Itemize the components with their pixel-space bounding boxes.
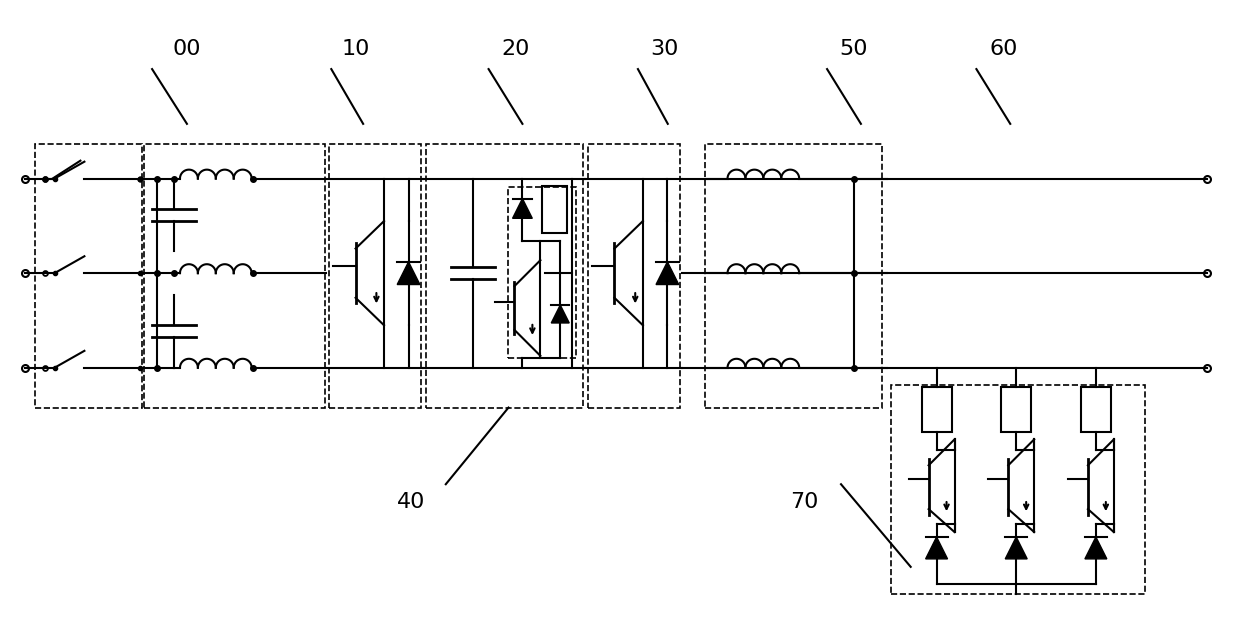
Polygon shape [925,537,947,559]
Text: 40: 40 [397,492,425,512]
Bar [425,144,583,407]
Polygon shape [1006,537,1027,559]
Text: 50: 50 [839,39,868,59]
Polygon shape [552,305,569,323]
Text: 70: 70 [790,492,818,512]
Bar [704,144,882,407]
Bar [508,186,577,358]
Polygon shape [656,262,678,285]
Text: 10: 10 [342,39,371,59]
Bar [1001,387,1032,432]
Polygon shape [397,262,420,285]
Bar [330,144,420,407]
Text: 00: 00 [172,39,201,59]
Bar [588,144,680,407]
Text: 20: 20 [501,39,529,59]
Bar [144,144,325,407]
Bar [890,384,1145,594]
Text: 30: 30 [651,39,680,59]
Text: 60: 60 [990,39,1018,59]
Bar [542,186,567,234]
Polygon shape [512,199,532,218]
Bar [1081,387,1111,432]
Polygon shape [1085,537,1107,559]
Bar [921,387,951,432]
Bar [35,144,143,407]
